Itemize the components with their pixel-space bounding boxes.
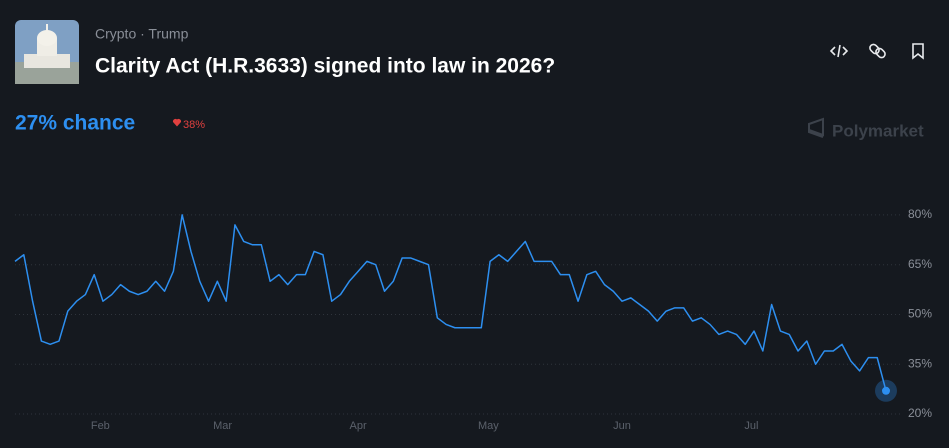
line [14, 214, 887, 392]
y-tick-label: 50% [908, 307, 932, 321]
y-tick-label: 35% [908, 356, 932, 370]
x-tick-label: Feb [91, 420, 110, 432]
breadcrumb[interactable]: Crypto · Trump [95, 26, 189, 42]
x-tick-label: Jul [744, 420, 758, 432]
change: 38% [183, 119, 205, 131]
x-tick-label: May [478, 420, 499, 432]
x-tick-label: Mar [213, 420, 232, 432]
bookmark-button[interactable] [912, 43, 924, 60]
current-point [882, 386, 890, 395]
y-tick-label: 65% [908, 257, 932, 271]
link-button[interactable] [868, 43, 886, 59]
market-title: Clarity Act (H.R.3633) signed into law i… [95, 55, 555, 78]
brand: Polymarket [832, 121, 924, 140]
y-tick-label: 20% [908, 406, 932, 420]
chance: 27% chance [15, 112, 135, 135]
x-tick-label: Jun [613, 420, 631, 432]
y-tick-label: 80% [908, 207, 932, 221]
brand-logo [808, 117, 824, 138]
thumbnail [15, 20, 79, 84]
down-icon [172, 118, 182, 127]
x-tick-label: Apr [350, 420, 367, 432]
embed-button[interactable] [829, 44, 849, 58]
